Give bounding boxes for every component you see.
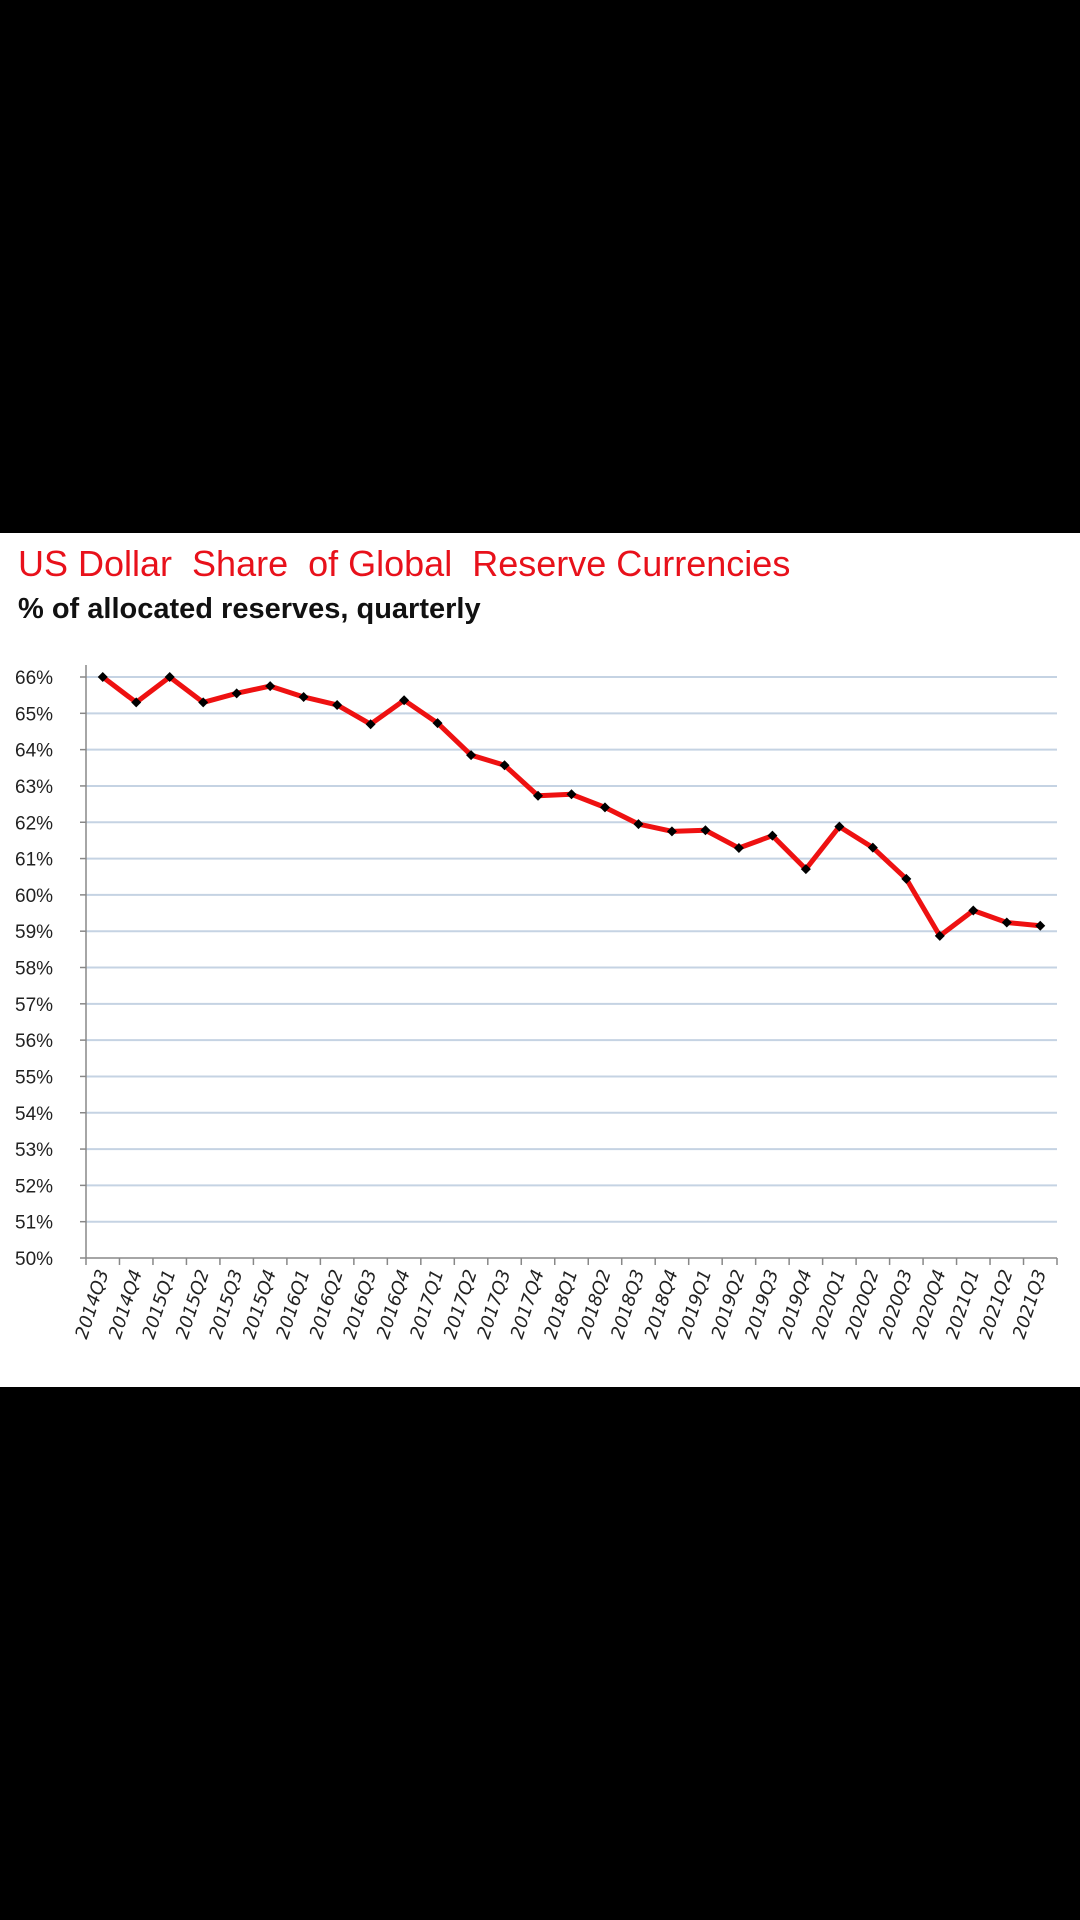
data-point: [198, 697, 209, 708]
y-tick-label: 65%: [15, 704, 53, 725]
y-tick-label: 53%: [15, 1140, 53, 1161]
data-point: [1035, 920, 1046, 931]
data-point: [834, 821, 845, 832]
data-point: [164, 672, 175, 682]
series-line: [101, 674, 1041, 939]
y-tick-label: 61%: [15, 850, 53, 871]
data-point: [265, 681, 276, 692]
y-tick-label: 59%: [15, 922, 53, 943]
y-tick-label: 54%: [15, 1104, 53, 1125]
chart-panel: US Dollar Share of Global Reserve Curren…: [0, 533, 1080, 1387]
y-tick-label: 50%: [15, 1249, 53, 1270]
y-tick-label: 63%: [15, 777, 53, 798]
data-point: [365, 719, 376, 730]
y-tick-label: 66%: [15, 668, 53, 689]
data-point: [767, 830, 778, 841]
data-point: [733, 843, 744, 854]
y-tick-label: 60%: [15, 886, 53, 907]
data-point: [867, 842, 878, 853]
data-point: [633, 819, 644, 830]
chart-subtitle: % of allocated reserves, quarterly: [18, 593, 481, 625]
y-tick-label: 57%: [15, 995, 53, 1016]
data-point: [666, 826, 677, 837]
y-tick-label: 58%: [15, 959, 53, 980]
data-point: [566, 789, 577, 800]
data-point: [901, 873, 912, 884]
data-point: [298, 691, 309, 702]
data-point: [131, 697, 142, 708]
data-point: [97, 672, 108, 682]
data-point: [700, 825, 711, 836]
data-point: [934, 930, 945, 941]
y-tick-label: 64%: [15, 741, 53, 762]
data-point: [800, 864, 811, 875]
data-point: [332, 699, 343, 710]
data-point: [466, 750, 477, 761]
y-tick-label: 55%: [15, 1067, 53, 1088]
data-point: [432, 718, 443, 729]
data-point: [231, 688, 242, 699]
data-point: [499, 760, 510, 771]
chart-title: US Dollar Share of Global Reserve Curren…: [18, 543, 791, 584]
line-chart: 50% 51% 52% 53% 54% 55% 56% 57% 58% 59% 60% 61% 62% 6…: [15, 665, 1058, 1341]
data-point: [968, 905, 979, 916]
y-tick-label: 52%: [15, 1176, 53, 1197]
data-point: [399, 695, 410, 706]
data-point: [533, 790, 544, 801]
data-point: [599, 802, 610, 813]
y-tick-label: 56%: [15, 1031, 53, 1052]
data-point: [1001, 917, 1012, 928]
y-tick-label: 62%: [15, 813, 53, 834]
y-tick-label: 51%: [15, 1213, 53, 1234]
